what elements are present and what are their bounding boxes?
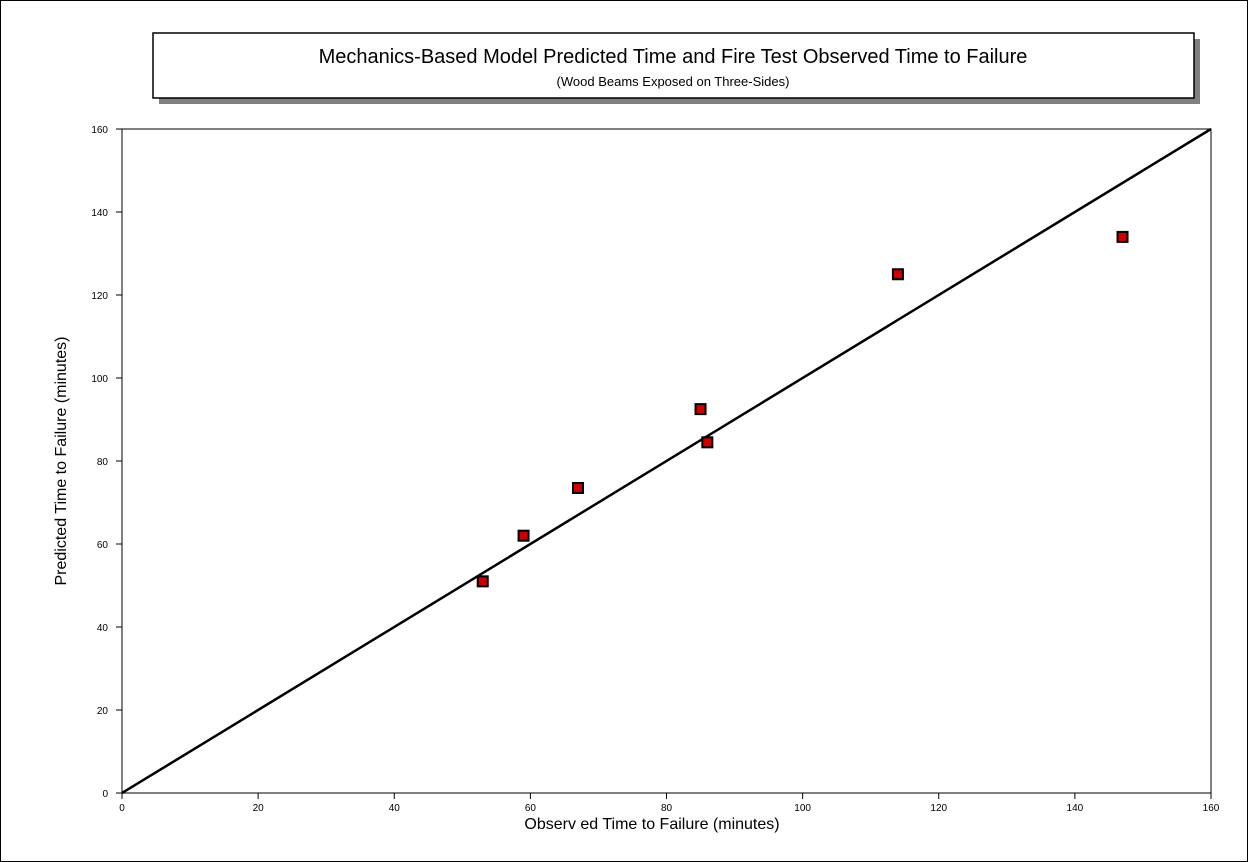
x-tick-label: 100 <box>794 803 811 814</box>
data-point <box>517 529 530 542</box>
reference-line-group <box>121 127 1212 795</box>
y-tick-label: 160 <box>91 125 108 136</box>
y-tick-label: 40 <box>97 623 109 634</box>
data-point <box>701 436 714 449</box>
y-axis-title: Predicted Time to Failure (minutes) <box>53 337 70 586</box>
data-point <box>891 268 904 281</box>
x-tick-label: 80 <box>661 803 673 814</box>
x-axis: 0 20 40 60 80 100 120 140 160 <box>119 793 1220 814</box>
title-box <box>152 32 1195 99</box>
x-tick-label: 120 <box>930 803 947 814</box>
data-point <box>694 403 707 416</box>
y-tick-label: 140 <box>91 208 108 219</box>
x-tick-label: 160 <box>1203 803 1220 814</box>
x-tick-label: 40 <box>389 803 401 814</box>
y-tick-label: 0 <box>102 789 108 800</box>
data-points <box>476 230 1129 588</box>
data-point <box>476 575 489 588</box>
chart-subtitle: (Wood Beams Exposed on Three-Sides) <box>557 74 790 89</box>
chart-title: Mechanics-Based Model Predicted Time and… <box>319 46 1028 68</box>
x-tick-label: 20 <box>253 803 265 814</box>
x-tick-label: 0 <box>119 803 125 814</box>
x-tick-label: 140 <box>1067 803 1084 814</box>
y-tick-label: 100 <box>91 374 108 385</box>
x-tick-label: 60 <box>525 803 537 814</box>
y-axis: 0 20 40 60 80 100 120 140 160 <box>91 125 122 800</box>
reference-line <box>121 127 1212 795</box>
data-point <box>1116 230 1129 243</box>
y-tick-label: 20 <box>97 706 109 717</box>
data-point <box>572 481 585 494</box>
x-axis-title: Observ ed Time to Failure (minutes) <box>524 816 779 833</box>
y-tick-label: 60 <box>97 540 109 551</box>
y-tick-label: 120 <box>91 291 108 302</box>
y-tick-label: 80 <box>97 457 109 468</box>
